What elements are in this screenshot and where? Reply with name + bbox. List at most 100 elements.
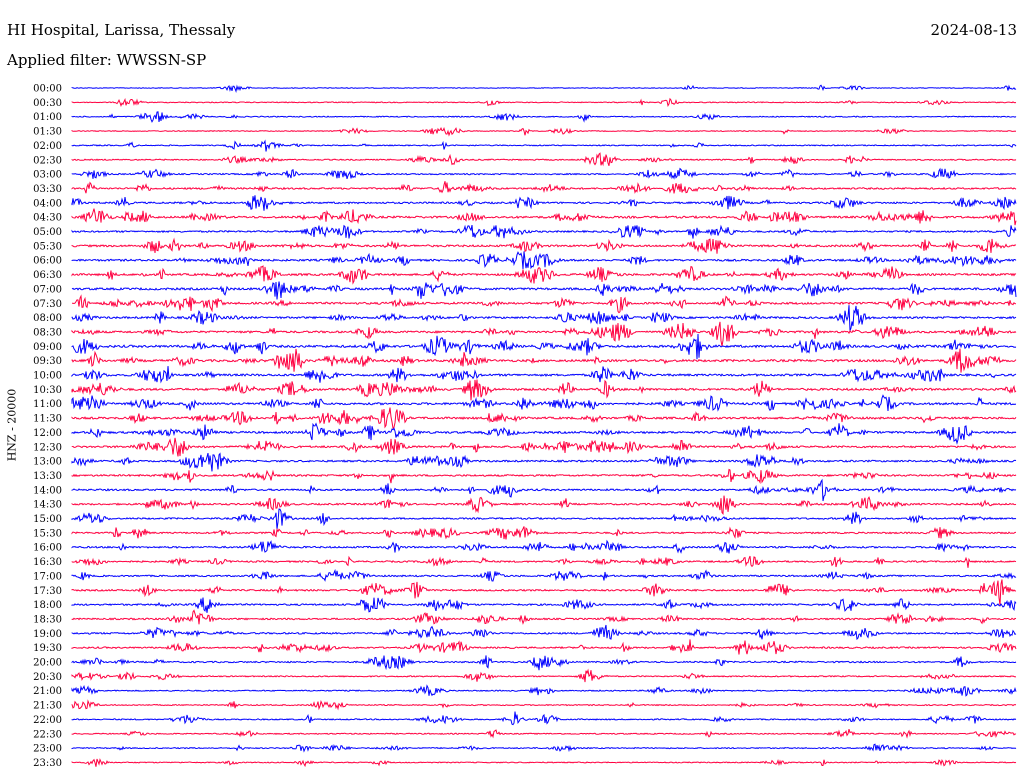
- row-time-label: 16:30: [33, 557, 62, 568]
- row-time-label: 23:00: [33, 744, 62, 755]
- trace-line: [71, 366, 1017, 384]
- trace-line: [71, 437, 1017, 457]
- row-time-label: 18:30: [33, 614, 62, 625]
- filter-label: Applied filter: WWSSN-SP: [7, 51, 207, 69]
- trace-line: [71, 84, 1017, 93]
- trace-line: [71, 127, 1017, 137]
- row-time-label: 17:30: [33, 586, 62, 597]
- trace-line: [71, 699, 1017, 711]
- trace-line: [71, 711, 1017, 726]
- trace-line: [71, 97, 1017, 108]
- row-time-label: 05:00: [33, 227, 62, 238]
- trace-line: [71, 394, 1017, 412]
- row-time-label: 12:00: [33, 428, 62, 439]
- station-title: HI Hospital, Larissa, Thessaly: [7, 21, 236, 39]
- row-time-label: 10:30: [33, 385, 62, 396]
- row-time-label: 08:30: [33, 327, 62, 338]
- row-time-label: 21:00: [33, 686, 62, 697]
- trace-line: [71, 195, 1017, 211]
- trace-line: [71, 568, 1017, 582]
- row-time-label: 06:30: [33, 270, 62, 281]
- trace-line: [71, 495, 1017, 515]
- trace-line: [71, 237, 1017, 254]
- trace-line: [71, 265, 1017, 285]
- trace-line: [71, 333, 1017, 360]
- trace-line: [71, 758, 1017, 768]
- trace-line: [71, 468, 1017, 485]
- row-time-label: 03:30: [33, 184, 62, 195]
- row-time-label: 15:00: [33, 514, 62, 525]
- row-time-label: 09:00: [33, 342, 62, 353]
- row-time-label: 01:30: [33, 127, 62, 138]
- row-time-label: 13:00: [33, 457, 62, 468]
- row-time-label: 05:30: [33, 241, 62, 252]
- row-time-label: 13:30: [33, 471, 62, 482]
- trace-line: [71, 597, 1017, 613]
- row-time-label: 17:00: [33, 571, 62, 582]
- row-time-label: 16:00: [33, 543, 62, 554]
- row-time-label: 04:00: [33, 198, 62, 209]
- row-time-label: 06:00: [33, 256, 62, 267]
- row-time-label: 19:30: [33, 643, 62, 654]
- trace-line: [71, 152, 1017, 167]
- trace-line: [71, 208, 1017, 226]
- trace-line: [71, 139, 1017, 152]
- row-time-label: 22:00: [33, 715, 62, 726]
- trace-line: [72, 294, 1017, 314]
- trace-line: [71, 422, 1017, 445]
- trace-line: [71, 167, 1017, 180]
- trace-line: [71, 407, 1017, 430]
- row-time-label: 21:30: [33, 701, 62, 712]
- row-time-label: 07:30: [33, 299, 62, 310]
- trace-line: [71, 508, 1017, 530]
- trace-line: [71, 251, 1017, 270]
- row-time-label: 02:00: [33, 141, 62, 152]
- row-time-label: 11:30: [33, 414, 62, 425]
- row-time-label: 00:00: [33, 84, 62, 95]
- trace-line: [71, 348, 1017, 373]
- trace-line: [71, 668, 1017, 683]
- trace-line: [71, 379, 1017, 401]
- row-time-label: 18:00: [33, 600, 62, 611]
- trace-line: [71, 639, 1017, 655]
- trace-line: [71, 181, 1017, 194]
- row-time-label: 19:00: [33, 629, 62, 640]
- chart-date: 2024-08-13: [930, 21, 1017, 39]
- trace-line: [71, 478, 1017, 502]
- row-time-label: 11:00: [33, 399, 62, 410]
- row-time-label: 01:00: [33, 112, 62, 123]
- trace-line: [71, 321, 1017, 347]
- trace-line: [71, 579, 1017, 606]
- row-time-label: 23:30: [33, 758, 62, 769]
- trace-line: [71, 624, 1017, 641]
- trace-line: [71, 224, 1017, 239]
- row-time-label: 20:30: [33, 672, 62, 683]
- row-time-label: 08:00: [33, 313, 62, 324]
- trace-line: [71, 452, 1017, 472]
- trace-line: [71, 111, 1017, 123]
- row-time-label: 03:00: [33, 170, 62, 181]
- row-time-label: 00:30: [33, 98, 62, 109]
- trace-line: [71, 609, 1017, 625]
- row-time-label: 12:30: [33, 442, 62, 453]
- trace-line: [71, 526, 1016, 540]
- trace-line: [71, 305, 1017, 331]
- trace-line: [71, 684, 1017, 697]
- row-time-label: 09:30: [33, 356, 62, 367]
- trace-line: [71, 555, 1017, 568]
- trace-line: [71, 655, 1017, 671]
- row-time-label: 10:00: [33, 371, 62, 382]
- trace-line: [71, 728, 1017, 739]
- trace-line: [71, 743, 1017, 753]
- row-time-label: 07:00: [33, 284, 62, 295]
- row-time-label: 20:00: [33, 658, 62, 669]
- row-time-label: 14:30: [33, 500, 62, 511]
- row-time-label: 22:30: [33, 729, 62, 740]
- trace-line: [71, 539, 1017, 554]
- row-time-label: 15:30: [33, 528, 62, 539]
- row-time-label: 14:00: [33, 485, 62, 496]
- row-time-label: 02:30: [33, 155, 62, 166]
- row-time-label: 04:30: [33, 213, 62, 224]
- trace-line: [71, 281, 1017, 300]
